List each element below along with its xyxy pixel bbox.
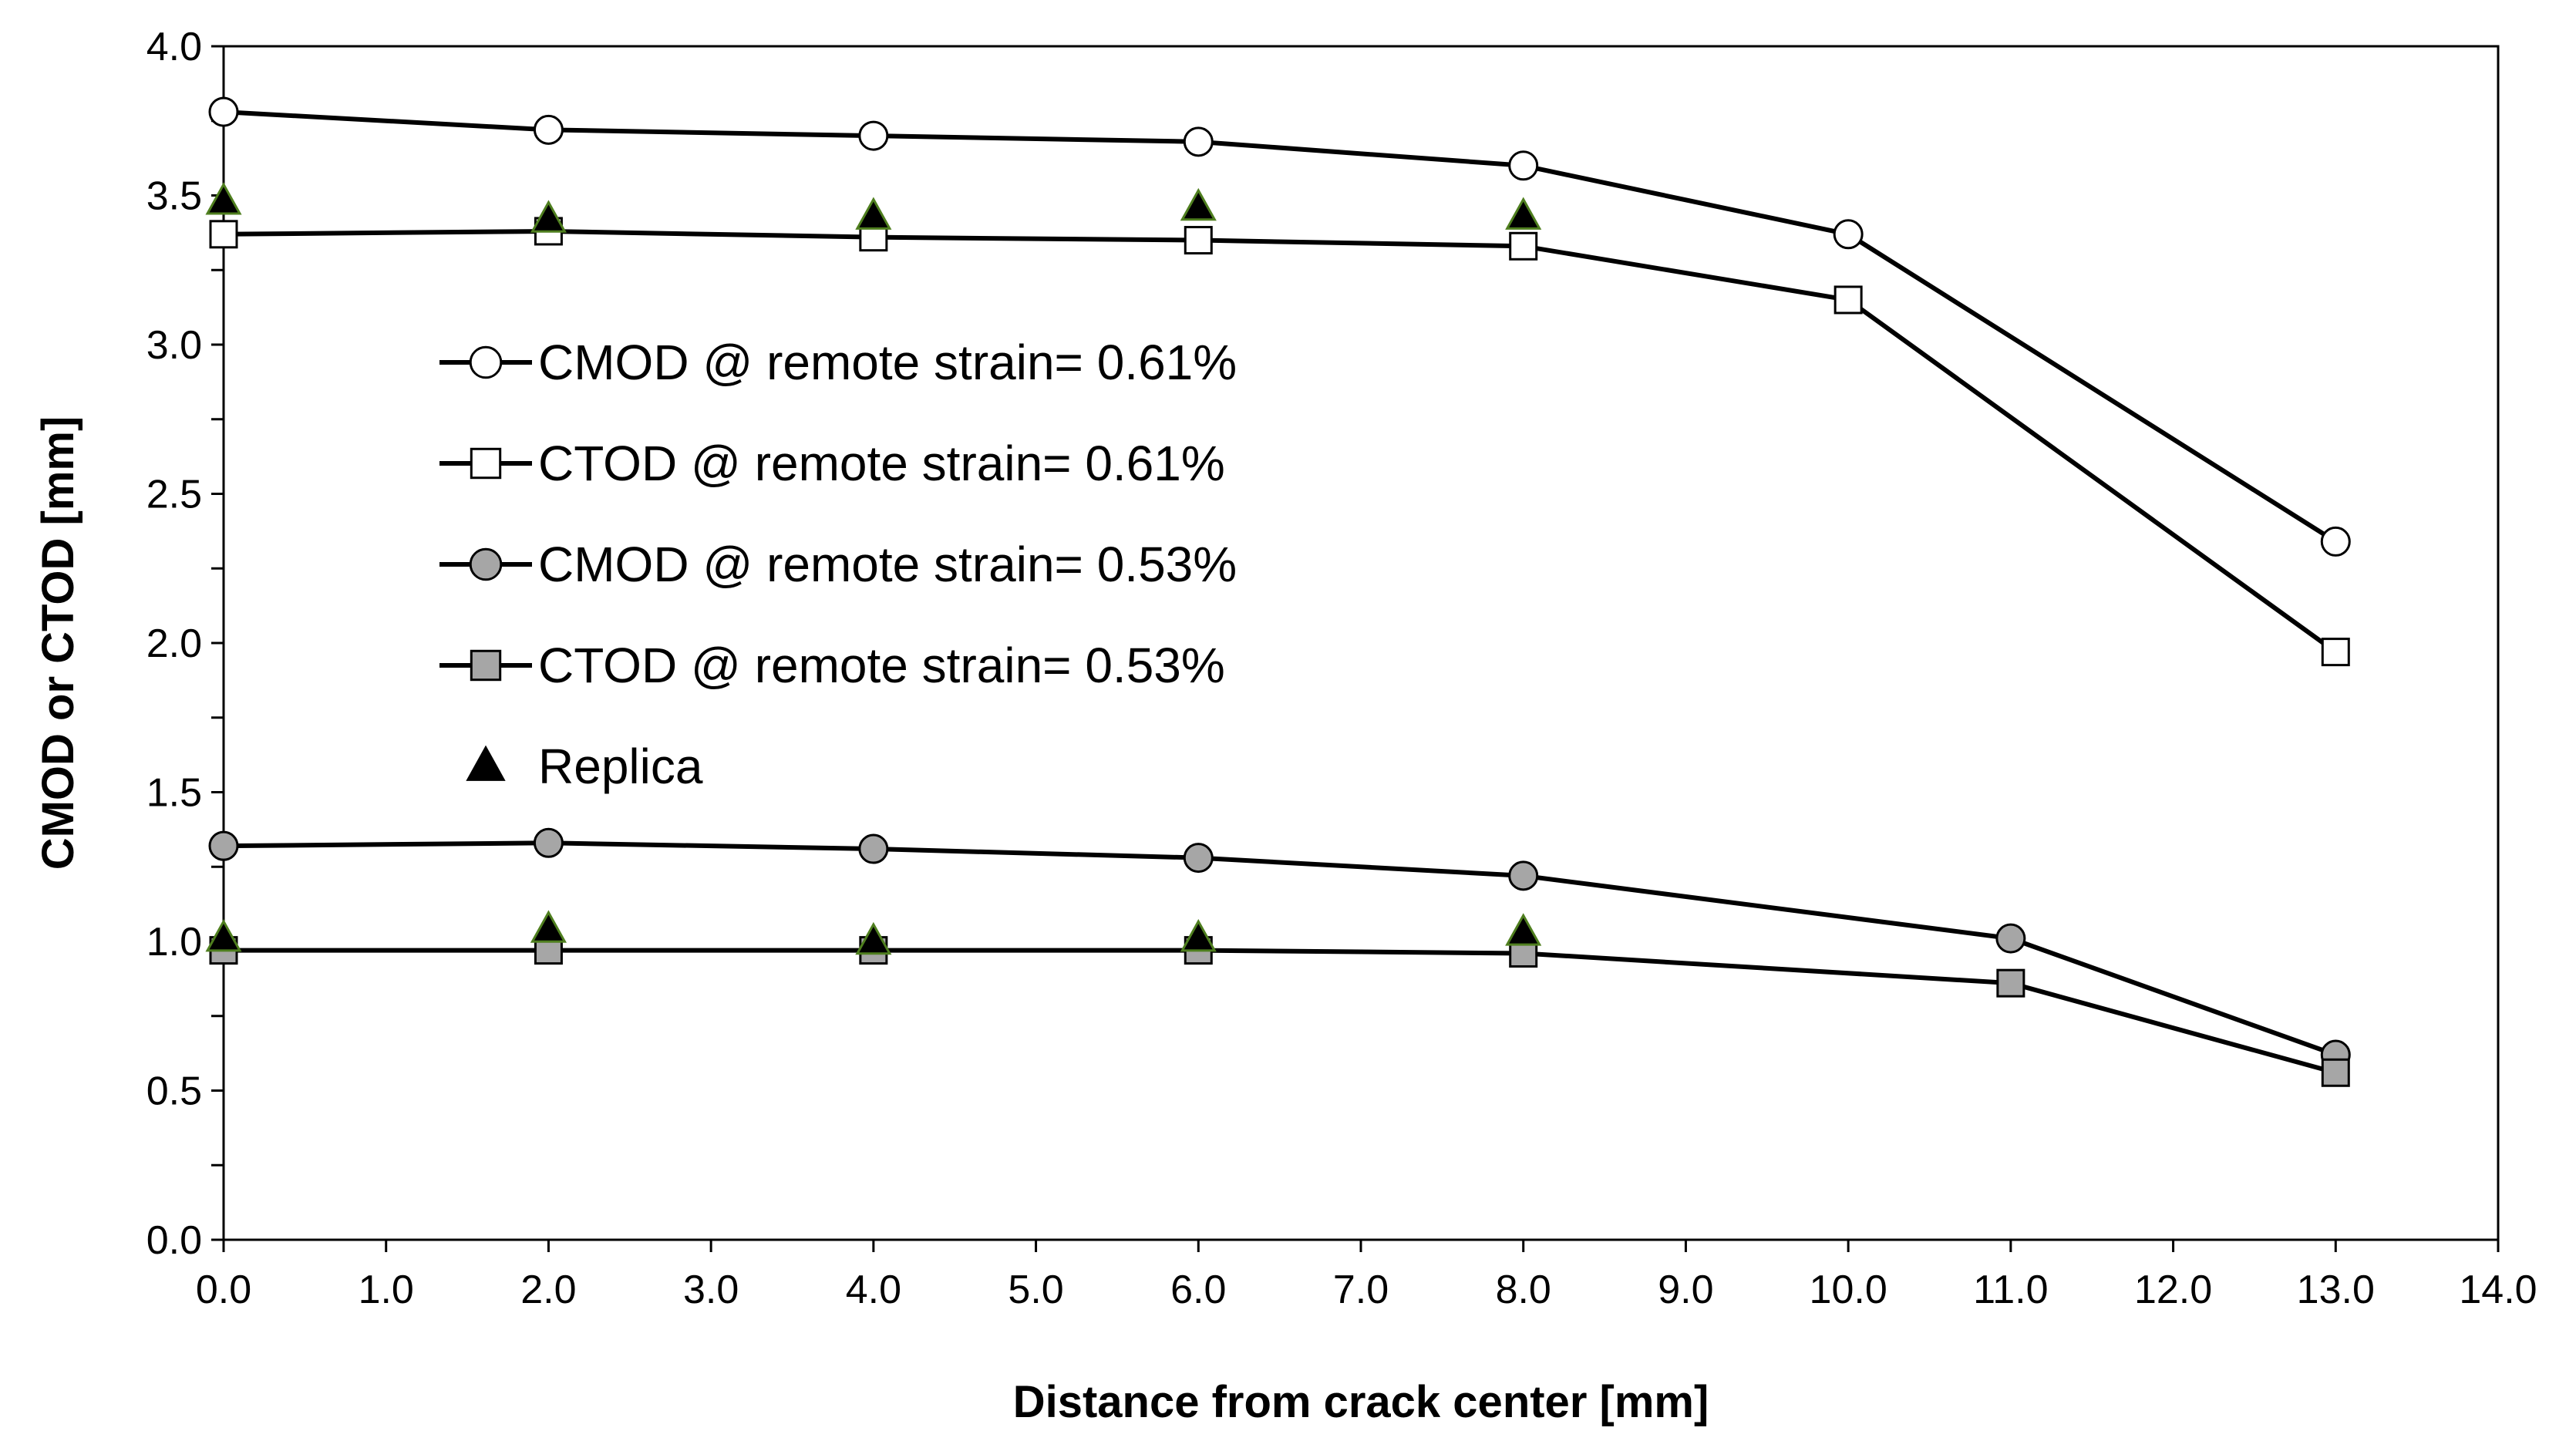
data-point xyxy=(209,220,238,249)
data-point xyxy=(530,910,567,943)
x-tick-label: 9.0 xyxy=(1658,1268,1713,1312)
data-point xyxy=(1509,231,1538,261)
x-tick-label: 6.0 xyxy=(1170,1268,1226,1312)
legend-label: CTOD @ remote strain= 0.53% xyxy=(538,638,1225,693)
x-tick-label: 5.0 xyxy=(1008,1268,1063,1312)
data-point xyxy=(1996,968,2025,998)
x-axis-title: Distance from crack center [mm] xyxy=(1013,1377,1709,1427)
y-tick-label: 3.0 xyxy=(146,323,202,368)
legend-marker xyxy=(470,447,502,480)
legend-item: CMOD @ remote strain= 0.61% xyxy=(439,335,1237,390)
x-tick-label: 11.0 xyxy=(1973,1268,2048,1312)
y-tick-label: 4.0 xyxy=(146,25,202,69)
data-point xyxy=(1183,126,1214,157)
data-point xyxy=(1180,918,1217,952)
y-tick-label: 0.0 xyxy=(146,1218,202,1263)
x-tick-label: 4.0 xyxy=(846,1268,901,1312)
x-tick-label: 8.0 xyxy=(1496,1268,1551,1312)
y-tick-label: 2.0 xyxy=(146,621,202,666)
data-point xyxy=(205,918,242,952)
y-tick-label: 3.5 xyxy=(146,174,202,219)
y-axis: 0.0 0.5 1.0 1.5 2.0 2.5 3.0 3.5 4.0 xyxy=(146,25,224,1263)
legend-label: CTOD @ remote strain= 0.61% xyxy=(538,436,1225,491)
legend-marker xyxy=(470,649,502,682)
data-point xyxy=(858,833,889,864)
data-point xyxy=(533,827,564,858)
data-point xyxy=(208,96,239,127)
data-point xyxy=(858,120,889,151)
data-point xyxy=(1508,150,1539,181)
x-tick-label: 12.0 xyxy=(2134,1268,2212,1312)
data-point xyxy=(1180,187,1217,221)
data-point xyxy=(2321,1058,2350,1087)
x-axis: 0.0 1.0 2.0 3.0 4.0 5.0 6.0 7.0 8.0 9.0 10.0 11.0 12… xyxy=(196,1240,2537,1312)
data-point xyxy=(533,114,564,145)
x-tick-label: 3.0 xyxy=(683,1268,739,1312)
x-tick-label: 14.0 xyxy=(2459,1268,2537,1312)
series-4 xyxy=(205,182,1542,955)
data-point xyxy=(1505,197,1542,230)
y-tick-label: 0.5 xyxy=(146,1069,202,1114)
data-point xyxy=(2320,526,2351,557)
x-tick-label: 2.0 xyxy=(520,1268,576,1312)
data-point xyxy=(1834,285,1863,315)
legend-label: CMOD @ remote strain= 0.53% xyxy=(538,537,1237,592)
data-point xyxy=(1995,923,2026,954)
legend-label: Replica xyxy=(538,739,703,794)
y-tick-label: 1.0 xyxy=(146,920,202,965)
data-point xyxy=(2321,638,2350,667)
x-tick-label: 7.0 xyxy=(1333,1268,1389,1312)
data-point xyxy=(1508,860,1539,891)
data-point xyxy=(1833,219,1864,250)
data-point xyxy=(208,830,239,861)
legend-item: CTOD @ remote strain= 0.61% xyxy=(439,436,1225,491)
series-0 xyxy=(208,96,2351,557)
legend-item: CTOD @ remote strain= 0.53% xyxy=(439,638,1225,693)
legend-item: CMOD @ remote strain= 0.53% xyxy=(439,537,1237,592)
data-point xyxy=(855,921,892,955)
data-point xyxy=(205,182,242,215)
data-point xyxy=(530,200,567,233)
legend-label: CMOD @ remote strain= 0.61% xyxy=(538,335,1237,390)
legend-item: Replica xyxy=(466,739,703,794)
legend-marker xyxy=(466,745,506,781)
data-point xyxy=(855,197,892,230)
x-tick-label: 10.0 xyxy=(1810,1268,1887,1312)
legend-marker xyxy=(469,345,503,379)
legend: CMOD @ remote strain= 0.61% CTOD @ remote… xyxy=(439,335,1237,794)
series-layer xyxy=(205,96,2351,1087)
data-point xyxy=(1183,843,1214,874)
y-axis-title: CMOD or CTOD [mm] xyxy=(33,416,83,870)
x-tick-label: 13.0 xyxy=(2297,1268,2375,1312)
data-point xyxy=(1505,913,1542,946)
x-tick-label: 0.0 xyxy=(196,1268,251,1312)
x-tick-label: 1.0 xyxy=(359,1268,414,1312)
y-tick-label: 1.5 xyxy=(146,771,202,816)
y-tick-label: 2.5 xyxy=(146,473,202,517)
data-point xyxy=(1184,226,1213,255)
legend-marker xyxy=(469,547,503,581)
